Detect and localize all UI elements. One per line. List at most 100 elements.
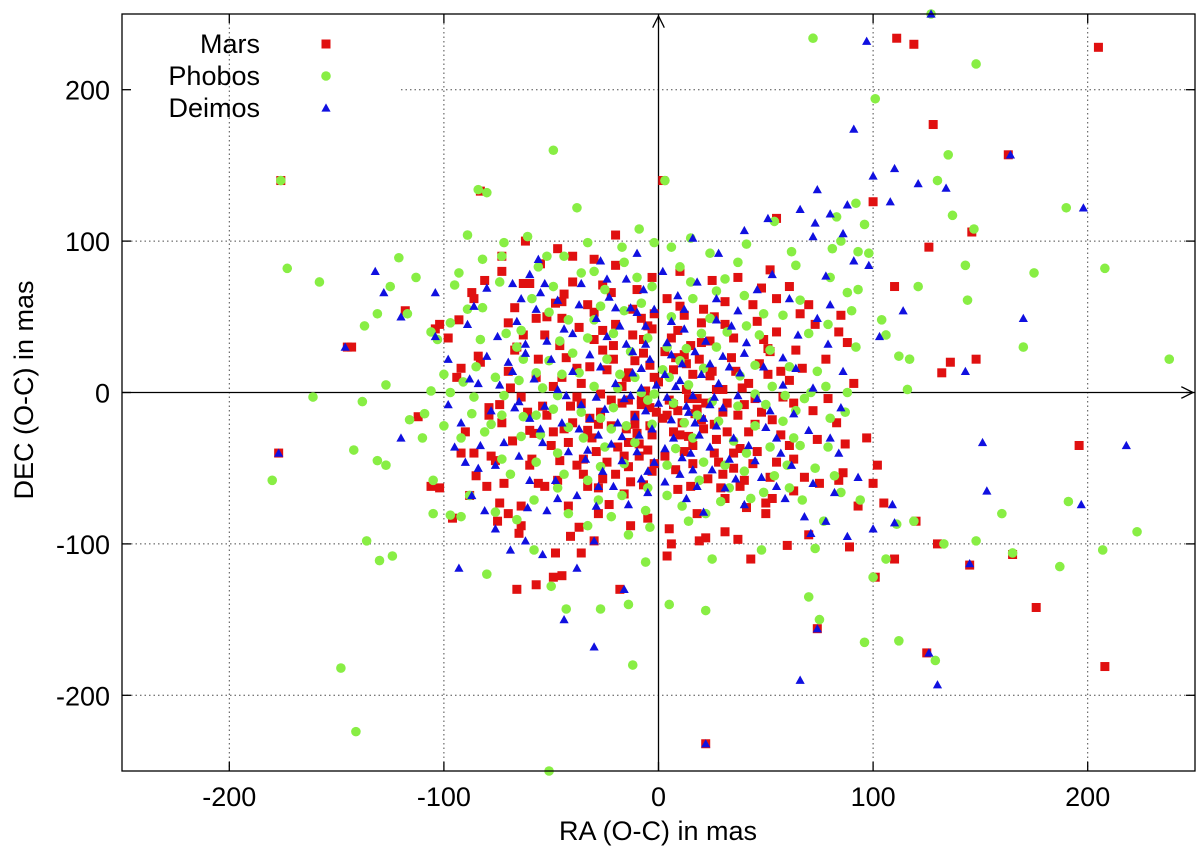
- mars-point: [776, 366, 786, 376]
- deimos-point: [583, 445, 593, 454]
- phobos-point: [529, 545, 539, 555]
- phobos-point: [962, 295, 973, 305]
- phobos-point: [563, 508, 574, 519]
- deimos-point: [525, 269, 535, 279]
- mars-point: [576, 548, 586, 558]
- mars-point: [645, 403, 655, 413]
- deimos-point: [789, 409, 799, 418]
- phobos-point: [754, 330, 765, 340]
- deimos-point: [660, 369, 670, 379]
- deimos-point: [780, 493, 790, 503]
- deimos-point: [705, 359, 715, 368]
- mars-point: [744, 378, 754, 388]
- phobos-point: [582, 333, 593, 343]
- deimos-point: [675, 469, 685, 478]
- mars-point: [471, 471, 481, 481]
- deimos-point: [913, 178, 923, 188]
- phobos-point: [971, 536, 981, 546]
- phobos-point: [482, 187, 492, 198]
- y-tick-label: -100: [56, 530, 110, 560]
- phobos-point: [943, 150, 954, 160]
- phobos-point: [642, 333, 653, 343]
- mars-point: [623, 437, 633, 447]
- deimos-point: [572, 563, 582, 572]
- deimos-point: [379, 287, 389, 297]
- mars-point: [834, 475, 844, 485]
- phobos-point: [494, 277, 505, 287]
- phobos-point: [795, 295, 805, 305]
- mars-point: [499, 478, 509, 488]
- deimos-point: [604, 292, 614, 301]
- phobos-point: [1007, 548, 1018, 558]
- deimos-point: [557, 418, 567, 427]
- phobos-point: [537, 383, 548, 393]
- mars-point: [589, 307, 599, 317]
- deimos-point: [641, 339, 651, 348]
- phobos-point: [593, 495, 604, 505]
- phobos-point: [576, 268, 587, 278]
- mars-point: [643, 445, 653, 455]
- mars-point: [909, 39, 919, 49]
- phobos-point: [851, 342, 861, 352]
- mars-point: [688, 369, 698, 379]
- phobos-point: [445, 387, 456, 398]
- phobos-point: [947, 210, 958, 221]
- mars-point: [638, 348, 648, 358]
- deimos-point: [707, 465, 717, 474]
- deimos-point: [542, 505, 552, 515]
- mars-point: [454, 315, 464, 325]
- mars-point: [636, 313, 646, 323]
- deimos-point: [776, 448, 786, 457]
- legend-marker-phobos: [321, 71, 331, 81]
- mars-point: [879, 498, 889, 508]
- mars-point: [456, 363, 466, 373]
- mars-point: [673, 484, 683, 494]
- mars-point: [840, 439, 850, 449]
- phobos-point: [548, 281, 559, 292]
- phobos-point: [778, 416, 788, 427]
- phobos-point: [636, 298, 647, 308]
- ticks-layer: -200 -100 0 100 200 -200 -100 0 100 200: [56, 14, 1195, 812]
- mars-point: [658, 413, 668, 423]
- deimos-point: [585, 350, 595, 359]
- phobos-point: [623, 530, 634, 540]
- mars-point: [568, 251, 578, 261]
- mars-point: [435, 319, 445, 329]
- mars-point: [598, 345, 608, 355]
- phobos-point: [462, 230, 473, 240]
- mars-point: [548, 572, 558, 582]
- mars-point: [593, 419, 603, 429]
- phobos-point: [529, 495, 539, 505]
- mars-point: [647, 272, 657, 282]
- deimos-point: [608, 481, 619, 491]
- deimos-point: [825, 209, 835, 218]
- mars-point: [516, 392, 526, 402]
- phobos-point: [582, 475, 593, 486]
- deimos-point: [838, 366, 848, 375]
- mars-point: [578, 469, 588, 479]
- mars-point: [795, 309, 805, 319]
- mars-point: [791, 345, 801, 355]
- deimos-point: [533, 254, 543, 263]
- phobos-point: [477, 254, 488, 265]
- phobos-point: [456, 511, 466, 522]
- phobos-point: [786, 246, 797, 257]
- phobos-point: [576, 407, 587, 417]
- phobos-point: [518, 411, 529, 422]
- mars-point: [550, 548, 560, 558]
- deimos-point: [591, 501, 601, 510]
- deimos-point: [430, 331, 440, 341]
- deimos-point: [977, 437, 988, 447]
- phobos-point: [563, 315, 574, 325]
- mars-point: [784, 282, 794, 292]
- phobos-point: [527, 293, 537, 304]
- deimos-point: [808, 478, 818, 488]
- mars-point: [587, 433, 597, 443]
- deimos-point: [636, 363, 646, 372]
- mars-point: [469, 448, 479, 458]
- mars-point: [593, 509, 603, 519]
- phobos-point: [608, 402, 619, 413]
- phobos-point: [426, 327, 436, 337]
- mars-point: [739, 475, 749, 485]
- deimos-point: [836, 403, 846, 412]
